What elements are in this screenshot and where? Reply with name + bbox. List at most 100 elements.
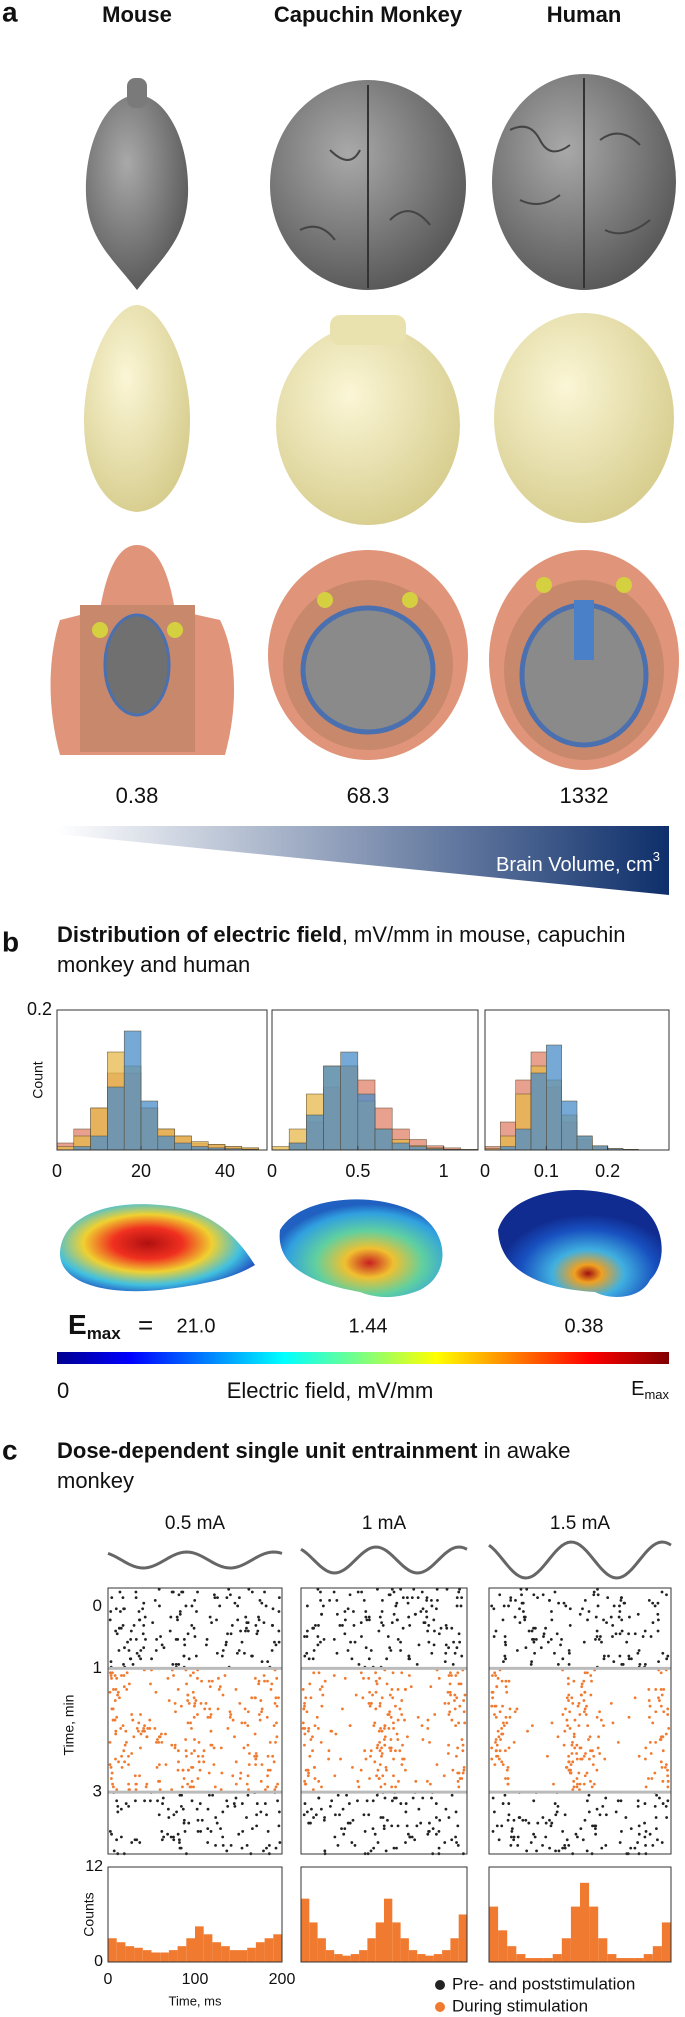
spike [651,1621,655,1625]
spike [407,1615,411,1619]
spike [627,1715,631,1719]
spike [429,1685,433,1689]
spike [208,1707,212,1711]
spike [504,1749,507,1753]
spike [234,1760,238,1764]
spike [109,1610,113,1613]
spike [193,1635,197,1638]
spike [659,1688,663,1691]
spike [388,1710,392,1714]
spike [430,1796,433,1800]
spike [380,1754,383,1758]
spike [446,1752,450,1755]
spike [647,1688,651,1691]
spike [272,1724,276,1728]
spike [257,1679,261,1683]
spike [380,1746,383,1750]
spike [390,1621,394,1625]
panel-c-title: Dose-dependent single unit entrainment i… [57,1436,617,1496]
spike [421,1738,425,1741]
spike [399,1587,403,1591]
spike [313,1724,317,1728]
spike [367,1657,371,1661]
spike [379,1727,382,1730]
spike [597,1735,600,1739]
spike [426,1718,430,1722]
spike [604,1813,608,1817]
spike [150,1657,153,1661]
spike [110,1832,113,1836]
spike [356,1779,360,1783]
spike [495,1824,499,1828]
spike [390,1799,394,1803]
histogram-bar [334,1954,343,1962]
spike [313,1765,316,1769]
spike [581,1838,585,1842]
spike [420,1590,424,1594]
spike [134,1782,138,1786]
spike [253,1732,257,1736]
histogram-bar [264,1938,274,1962]
histogram-bar [367,1938,376,1962]
histogram-bar [255,1942,265,1962]
spike [206,1827,210,1831]
spike [341,1807,345,1811]
spike [533,1626,537,1630]
spike [443,1660,447,1664]
spike [404,1841,407,1844]
spike [390,1824,394,1828]
spike [180,1590,184,1594]
spike [575,1757,579,1761]
spike [320,1704,324,1708]
spike [109,1765,113,1769]
spike [131,1718,135,1722]
spike [158,1788,162,1792]
spike [202,1749,206,1753]
spike [257,1618,261,1622]
spike [612,1660,616,1664]
spike [505,1721,509,1725]
spike [332,1590,336,1594]
spike [316,1727,320,1730]
spike [182,1654,186,1658]
spike [527,1821,531,1825]
spike [132,1735,136,1739]
spike [314,1624,317,1627]
spike [182,1818,186,1822]
spike [571,1760,575,1764]
stimulus-wave [488,1540,672,1580]
spike [187,1768,190,1772]
spike [386,1818,389,1822]
spike [277,1696,280,1700]
spike [431,1827,435,1831]
spike [173,1743,177,1747]
spike [638,1662,642,1666]
volume-wedge [57,826,669,895]
spike [594,1827,597,1831]
spike [196,1830,200,1833]
spike [410,1596,414,1599]
spike [550,1721,554,1725]
spike [588,1735,592,1739]
spike [399,1802,403,1805]
spike [504,1643,508,1647]
spike [450,1718,454,1722]
spike [524,1646,528,1650]
spike [460,1654,464,1658]
spike [194,1699,198,1702]
spike [111,1718,115,1722]
spike [208,1715,212,1719]
spike [552,1782,555,1786]
spike [563,1843,567,1847]
spike [125,1671,129,1675]
spike [654,1827,658,1831]
spike [128,1657,132,1661]
spike [311,1735,314,1739]
spike [451,1768,455,1772]
spike [228,1715,232,1719]
spike [420,1724,424,1728]
spike [598,1710,601,1714]
current-label: 1.5 mA [550,1513,611,1534]
spike [172,1674,175,1677]
spike [378,1704,382,1708]
